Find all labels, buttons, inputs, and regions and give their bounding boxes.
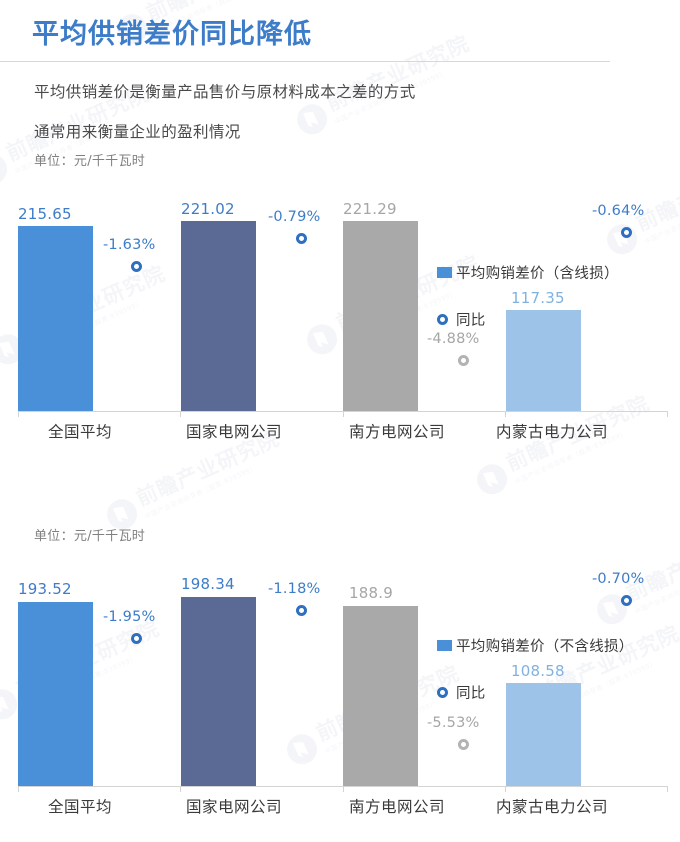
bar-value-label: 221.29 [343,200,397,218]
axis-tick [18,786,19,792]
axis-tick [180,786,181,792]
yoy-marker[interactable] [131,633,142,644]
yoy-marker[interactable] [458,739,469,750]
yoy-value-label: -0.64% [592,203,645,219]
legend-item-bar-series[interactable]: 平均购销差价（含线损） [437,262,619,283]
chart-1-plot-area: 215.65 221.02 221.29 117.35 -1.63% -0.79… [0,172,680,417]
chart-2-legend: 平均购销差价（不含线损） 同比 [437,635,634,703]
watermark-logo-icon [472,459,512,499]
category-label-nanfang-dianwang: 南方电网公司 [349,798,446,816]
axis-tick [505,786,506,792]
chart-1-x-axis [18,411,668,417]
legend-label: 同比 [456,313,486,329]
yoy-marker[interactable] [131,261,142,272]
legend-item-bar-series[interactable]: 平均购销差价（不含线损） [437,635,634,656]
bar-nanfang-dianwang[interactable] [343,606,418,786]
axis-tick [343,786,344,792]
bar-value-label: 193.52 [18,580,72,598]
bar-neimenggu-dianli[interactable] [506,310,581,411]
yoy-marker[interactable] [621,595,632,606]
category-label-neimenggu-dianli: 内蒙古电力公司 [496,798,609,816]
bar-nanfang-dianwang[interactable] [343,221,418,411]
watermark-logo-icon [292,99,332,139]
bar-value-label: 188.9 [349,584,393,602]
bar-quanguo-pingjun[interactable] [18,226,93,411]
yoy-value-label: -1.63% [103,237,156,253]
watermark-sub: 中国产业咨询领导者（股票:839599） [143,464,258,521]
bar-quanguo-pingjun[interactable] [18,602,93,786]
subtitle-line-2: 通常用来衡量企业的盈利情况 [34,123,241,141]
legend-square-icon [437,640,452,651]
category-label-quanguo-pingjun: 全国平均 [48,423,113,441]
legend-label: 同比 [456,686,486,702]
yoy-marker[interactable] [296,605,307,616]
axis-tick [667,786,668,792]
legend-circle-icon [437,687,448,698]
legend-item-yoy-series[interactable]: 同比 [437,309,619,330]
bar-value-label: 108.58 [511,662,565,680]
legend-circle-icon [437,314,448,325]
bar-guojia-dianwang[interactable] [181,221,256,411]
yoy-marker[interactable] [458,355,469,366]
category-label-nanfang-dianwang: 南方电网公司 [349,423,446,441]
watermark-brand: 前瞻产业研究院 [322,31,474,116]
axis-tick [343,411,344,417]
yoy-marker[interactable] [296,233,307,244]
yoy-value-label: -1.95% [103,609,156,625]
yoy-value-label: -0.79% [268,209,321,225]
bar-value-label: 117.35 [511,289,565,307]
yoy-value-label: -1.18% [268,581,321,597]
bar-value-label: 198.34 [181,575,235,593]
yoy-marker[interactable] [621,227,632,238]
yoy-value-label: -5.53% [427,715,480,731]
chart-1-unit-label: 单位：元/千千瓦时 [34,154,146,169]
chart-average-price-with-line-loss: 单位：元/千千瓦时 215.65 221.02 221.29 117.35 -1… [0,150,680,450]
legend-label: 平均购销差价（不含线损） [456,639,634,655]
legend-item-yoy-series[interactable]: 同比 [437,682,634,703]
chart-2-x-axis [18,786,668,792]
category-label-neimenggu-dianli: 内蒙古电力公司 [496,423,609,441]
bar-value-label: 221.02 [181,200,235,218]
yoy-value-label: -4.88% [427,331,480,347]
chart-average-price-without-line-loss: 单位：元/千千瓦时 193.52 198.34 188.9 108.58 -1.… [0,525,680,825]
bar-guojia-dianwang[interactable] [181,597,256,786]
legend-square-icon [437,267,452,278]
subtitle-line-1: 平均供销差价是衡量产品售价与原材料成本之差的方式 [34,83,416,101]
axis-tick [180,411,181,417]
legend-label: 平均购销差价（含线损） [456,266,619,282]
chart-2-unit-label: 单位：元/千千瓦时 [34,529,146,544]
category-label-quanguo-pingjun: 全国平均 [48,798,113,816]
chart-1-legend: 平均购销差价（含线损） 同比 [437,262,619,330]
page-title: 平均供销差价同比降低 [32,19,312,50]
bar-neimenggu-dianli[interactable] [506,683,581,786]
bar-value-label: 215.65 [18,205,72,223]
yoy-value-label: -0.70% [592,571,645,587]
category-label-guojia-dianwang: 国家电网公司 [186,798,283,816]
axis-tick [667,411,668,417]
header-divider [0,61,610,62]
category-label-guojia-dianwang: 国家电网公司 [186,423,283,441]
axis-tick [18,411,19,417]
chart-2-plot-area: 193.52 198.34 188.9 108.58 -1.95% -1.18%… [0,547,680,792]
axis-tick [505,411,506,417]
